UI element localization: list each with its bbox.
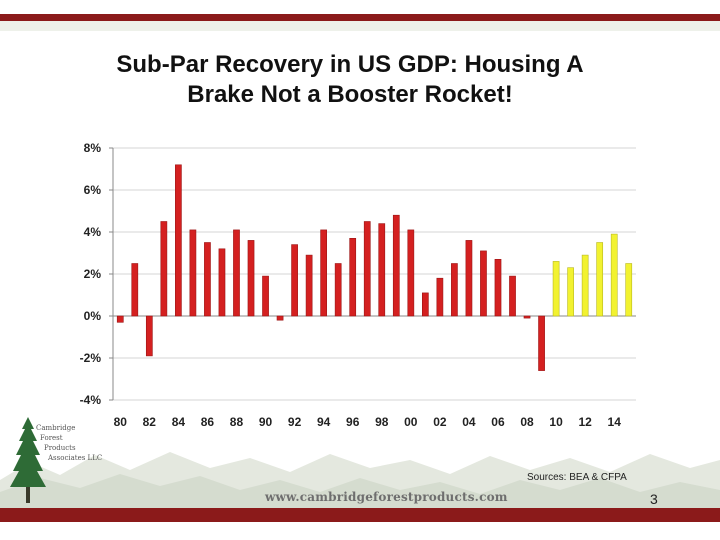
x-tick-label: 86 — [201, 415, 215, 429]
title-line-1: Sub-Par Recovery in US GDP: Housing A — [116, 51, 584, 78]
x-tick-label: 94 — [317, 415, 331, 429]
x-tick-label: 02 — [433, 415, 447, 429]
x-tick-label: 82 — [143, 415, 157, 429]
x-tick-label: 06 — [491, 415, 505, 429]
x-tick-label: 00 — [404, 415, 418, 429]
bar-2014 — [610, 233, 618, 317]
bar-1992 — [291, 244, 298, 317]
x-tick-label: 10 — [549, 415, 563, 429]
bar-2011 — [567, 267, 574, 317]
bar-2007 — [509, 275, 516, 317]
y-tick-label: -2% — [80, 351, 102, 365]
x-tick-label: 80 — [114, 415, 128, 429]
logo-text-4: Associates LLC — [48, 454, 103, 462]
page-number: 3 — [650, 491, 658, 507]
x-tick-label: 08 — [520, 415, 534, 429]
website-link[interactable]: www.cambridgeforestproducts.com — [265, 490, 508, 504]
y-tick-label: 4% — [84, 225, 102, 239]
x-tick-label: 98 — [375, 415, 389, 429]
bar-2003 — [451, 263, 458, 317]
bar-2005 — [480, 250, 487, 317]
bar-1999 — [392, 214, 400, 317]
bar-1984 — [175, 164, 182, 317]
bar-2015 — [625, 263, 633, 317]
bar-2010 — [552, 261, 560, 317]
gdp-bar-chart: 8% 6% 4% 2% 0% -2% -4% 80 82 84 86 88 90 92 94 96 98 00 02… — [80, 141, 636, 429]
logo-text-1: Cambridge — [36, 424, 76, 432]
bar-2004 — [465, 240, 473, 317]
bar-1998 — [378, 223, 386, 317]
x-tick-label: 12 — [578, 415, 592, 429]
x-tick-label: 92 — [288, 415, 302, 429]
bar-1985 — [189, 229, 197, 317]
bar-2012 — [581, 254, 589, 317]
bar-1988 — [233, 229, 240, 317]
source-note: Sources: BEA & CFPA — [527, 472, 627, 483]
x-tick-label: 14 — [608, 415, 622, 429]
bottom-brand-bar — [0, 508, 720, 522]
tree-logo-icon — [10, 417, 46, 503]
bar-1982 — [145, 315, 153, 357]
bar-2009 — [538, 315, 545, 371]
bar-1981 — [131, 263, 139, 317]
bar-2001 — [421, 292, 429, 317]
bar-1983 — [160, 221, 168, 317]
bar-2013 — [596, 242, 604, 317]
bar-2006 — [494, 258, 502, 317]
y-tick-label: 8% — [84, 141, 102, 155]
logo-text-2: Forest — [40, 434, 63, 442]
bar-1994 — [320, 229, 328, 317]
top-brand-bar — [0, 14, 720, 21]
x-tick-label: 04 — [462, 415, 476, 429]
bar-1993 — [305, 254, 313, 317]
bar-1989 — [247, 240, 255, 317]
slide-title: Sub-Par Recovery in US GDP: Housing A Br… — [40, 50, 660, 110]
bar-1995 — [334, 263, 342, 317]
bar-1986 — [204, 242, 211, 317]
bar-1997 — [363, 221, 371, 317]
bar-1991 — [276, 315, 284, 321]
bar-2008 — [523, 315, 531, 319]
bar-2002 — [436, 277, 444, 317]
bar-1990 — [262, 275, 269, 317]
top-light-band — [0, 21, 720, 31]
x-tick-label: 90 — [259, 415, 273, 429]
title-line-2: Brake Not a Booster Rocket! — [187, 81, 513, 108]
y-tick-label: 0% — [84, 309, 102, 323]
logo-text-3: Products — [44, 444, 76, 452]
bar-1980 — [116, 315, 124, 323]
bar-2000 — [407, 229, 415, 317]
y-tick-label: -4% — [80, 393, 102, 407]
x-tick-label: 88 — [230, 415, 244, 429]
bar-1996 — [349, 238, 357, 317]
y-tick-label: 6% — [84, 183, 102, 197]
x-tick-label: 84 — [172, 415, 186, 429]
x-tick-label: 96 — [346, 415, 360, 429]
mountain-decoration — [0, 452, 720, 510]
y-tick-label: 2% — [84, 267, 102, 281]
bar-1987 — [218, 248, 226, 317]
